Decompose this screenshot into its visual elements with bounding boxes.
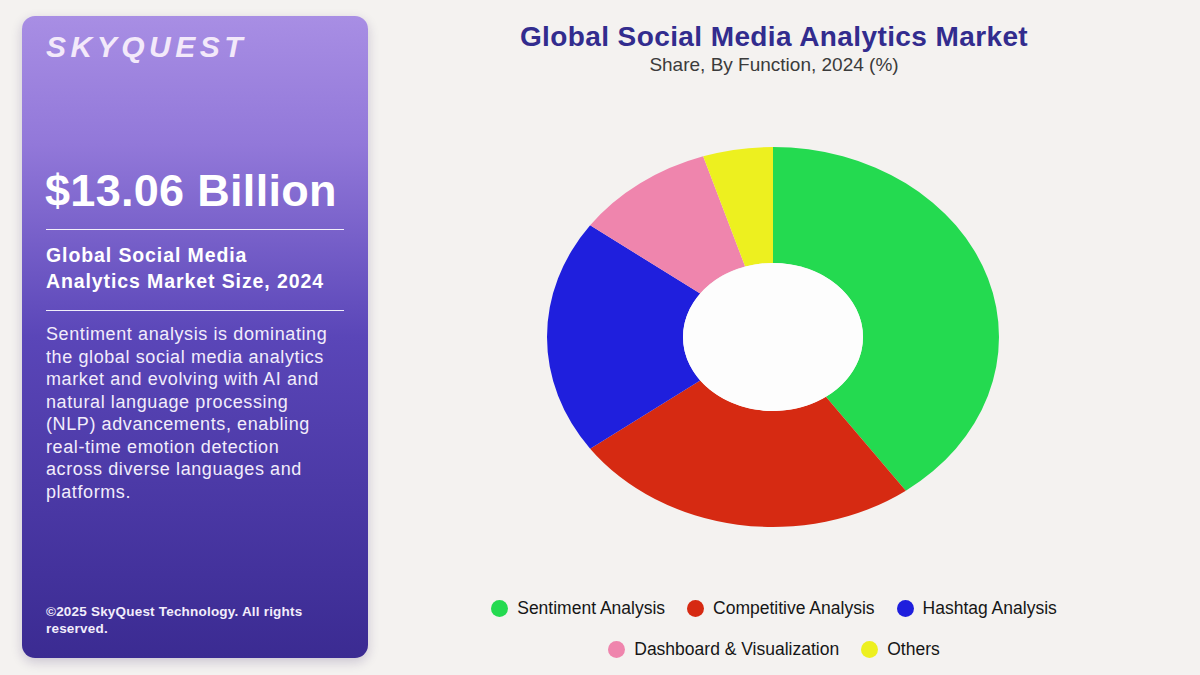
donut-chart <box>546 145 1000 529</box>
legend-item-others: Others <box>861 639 940 660</box>
legend-label: Competitive Analysis <box>713 598 874 619</box>
legend-item-sentiment-analysis: Sentiment Analysis <box>491 598 665 619</box>
divider-bottom <box>46 310 344 311</box>
legend-label: Others <box>887 639 940 660</box>
chart-subtitle: Share, By Function, 2024 (%) <box>368 54 1180 76</box>
legend-row: Dashboard & Visualization Others <box>608 639 939 660</box>
legend-label: Hashtag Analysis <box>923 598 1057 619</box>
legend-dot-others <box>861 641 878 658</box>
market-size-value: $13.06 Billion <box>45 168 337 213</box>
skyquest-logo: SKYQUEST <box>46 32 247 62</box>
legend-item-dashboard-visualization: Dashboard & Visualization <box>608 639 839 660</box>
legend-dot-dashboard-visualization <box>608 641 625 658</box>
legend-item-competitive-analysis: Competitive Analysis <box>687 598 874 619</box>
chart-legend: Sentiment Analysis Competitive Analysis Ha… <box>368 598 1180 660</box>
legend-dot-hashtag-analysis <box>897 600 914 617</box>
divider-top <box>46 229 344 230</box>
legend-label: Dashboard & Visualization <box>634 639 839 660</box>
chart-title: Global Social Media Analytics Market <box>368 21 1180 53</box>
legend-label: Sentiment Analysis <box>517 598 665 619</box>
legend-row: Sentiment Analysis Competitive Analysis Ha… <box>491 598 1057 619</box>
donut-hole <box>683 263 863 411</box>
legend-dot-sentiment-analysis <box>491 600 508 617</box>
market-size-label: Global Social Media Analytics Market Siz… <box>46 242 324 294</box>
copyright-text: ©2025 SkyQuest Technology. All rights re… <box>46 604 326 637</box>
legend-dot-competitive-analysis <box>687 600 704 617</box>
sidebar-card: SKYQUEST $13.06 Billion Global Social Me… <box>22 16 368 658</box>
sidebar-description: Sentiment analysis is dominating the glo… <box>46 323 356 503</box>
legend-item-hashtag-analysis: Hashtag Analysis <box>897 598 1057 619</box>
